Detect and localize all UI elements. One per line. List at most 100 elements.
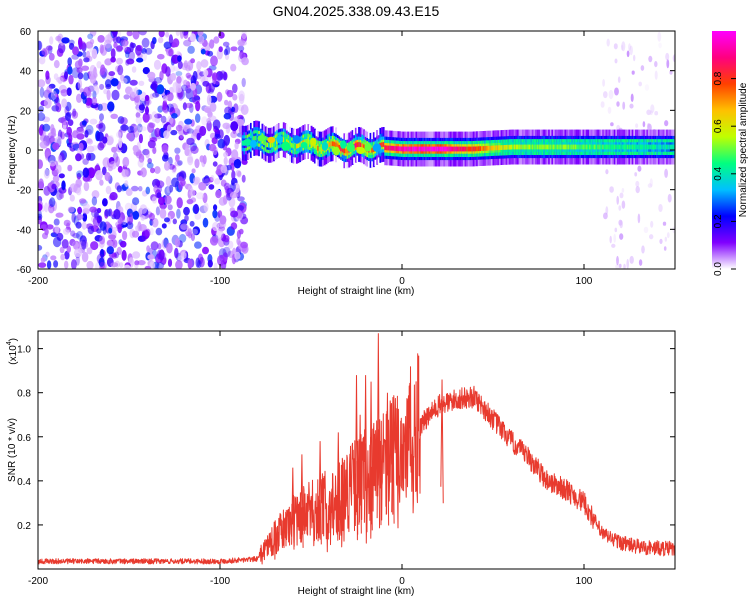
spectrogram-cell	[207, 50, 214, 57]
spectrogram-cell	[469, 146, 472, 152]
spectrogram-cell	[175, 154, 180, 162]
spectrogram-cell	[294, 144, 297, 149]
spectrogram-cell	[657, 31, 662, 42]
spectrogram-cell	[179, 31, 184, 39]
spectrogram-cell	[440, 146, 442, 152]
spectrogram-cell	[138, 133, 143, 144]
spectrogram-cell	[144, 47, 153, 55]
spectrogram-cell	[234, 141, 239, 150]
spectrogram-cell	[86, 247, 93, 255]
spectrogram-cell	[147, 71, 156, 80]
spectrogram-cell	[667, 144, 670, 150]
spectrogram-cell	[109, 192, 118, 201]
spectrogram-cell	[237, 205, 245, 211]
spectrogram-cell	[120, 117, 128, 126]
spectrogram-cell	[104, 209, 111, 217]
spectrogram-cell	[96, 207, 102, 214]
spectrogram-cell	[211, 72, 218, 81]
spectrogram-cell	[648, 144, 650, 150]
spectrogram-cell	[190, 233, 195, 242]
spectrogram-cell	[158, 249, 165, 261]
spectrogram-cell	[57, 155, 63, 163]
spectrogram-cell	[269, 142, 272, 148]
spectrogram-cell	[202, 155, 207, 165]
spectrogram-cell	[83, 181, 90, 192]
spectrogram-cell	[649, 234, 654, 240]
spectrogram-cell	[83, 57, 90, 63]
spectrogram-cell	[108, 227, 113, 234]
y-tick-label: 60	[20, 27, 32, 38]
spectrogram-cell	[502, 145, 505, 150]
spectrogram-cell	[155, 206, 160, 216]
spectrogram-cell	[139, 126, 147, 132]
spectrogram-cell	[619, 192, 624, 199]
spectrogram-cell	[289, 141, 292, 147]
spectrogram-cell	[544, 144, 547, 150]
snr-y-label: SNR (10 * v/v)	[7, 418, 18, 482]
spectrogram-cell	[133, 125, 141, 134]
spectrogram-cell	[535, 144, 537, 150]
spectrogram-cell	[105, 185, 112, 195]
spectrogram-cell	[582, 144, 585, 150]
spectrogram-cell	[96, 253, 105, 264]
spectrogram-cell	[182, 102, 187, 110]
spectrogram-cell	[175, 85, 183, 93]
spectrogram-cell	[492, 145, 495, 151]
spectrogram-cell	[98, 257, 105, 267]
spectrogram-cell	[251, 136, 254, 142]
spectrogram-cell	[99, 179, 104, 186]
spectrogram-cell	[190, 145, 199, 154]
spectrogram-cell	[208, 143, 217, 152]
spectrogram-cell	[196, 192, 205, 200]
spectrogram-cell	[217, 236, 226, 248]
spectrogram-cell	[215, 189, 222, 199]
spectrogram-cell	[399, 146, 401, 152]
spectrogram-cell	[132, 251, 141, 259]
spectrogram-cell	[174, 247, 179, 259]
spectrogram-cell	[38, 159, 43, 169]
spectrogram-cell	[634, 172, 638, 177]
spectrogram-cell	[91, 190, 100, 199]
spectrogram-cell	[464, 146, 467, 152]
spectrogram-cell	[102, 166, 107, 176]
y-tick-label: -60	[17, 265, 32, 276]
spectrogram-cell	[584, 144, 587, 150]
spectrogram-cell	[212, 221, 220, 232]
spectrogram-cell	[358, 142, 360, 147]
spectrogram-cell	[614, 227, 618, 233]
spectrogram-cell	[111, 146, 118, 153]
spectrogram-cell	[471, 146, 474, 152]
spectrogram-cell	[336, 143, 339, 149]
spectrogram-cell	[132, 31, 140, 40]
spectrogram-cell	[126, 132, 132, 140]
spectrogram-cell	[99, 261, 105, 269]
spectrogram-cell	[46, 85, 53, 94]
spectrogram-cell	[335, 142, 338, 148]
spectrogram-cell	[147, 139, 156, 149]
spectrogram-cell	[499, 145, 501, 150]
spectrogram-cell	[633, 144, 636, 150]
spectrogram-cell	[82, 167, 90, 178]
spectrogram-cell	[233, 158, 242, 169]
spectrogram-cell	[138, 224, 147, 232]
spectrogram-cell	[541, 144, 544, 150]
spectrogram-cell	[384, 145, 387, 151]
spectrogram-cell	[576, 144, 578, 150]
spectrogram-cell	[237, 170, 242, 178]
spectrogram-cell	[117, 223, 122, 234]
spectrogram-cell	[96, 228, 102, 234]
spectrogram-cell	[78, 58, 83, 67]
spectrogram-cell	[140, 215, 146, 221]
spectrogram-cell	[572, 144, 575, 150]
spectrogram-cell	[494, 145, 496, 151]
spectrogram-cell	[48, 92, 55, 100]
snr-spike	[300, 454, 304, 548]
spectrogram-cell	[166, 242, 173, 254]
spectrogram-cell	[138, 80, 145, 87]
spectrogram-cell	[77, 207, 82, 214]
spectrogram-cell	[54, 224, 60, 234]
spectrogram-cells	[38, 31, 675, 269]
spectrogram-cell	[291, 142, 293, 148]
spectrogram-cell	[618, 263, 622, 268]
spectrogram-cell	[154, 166, 161, 174]
